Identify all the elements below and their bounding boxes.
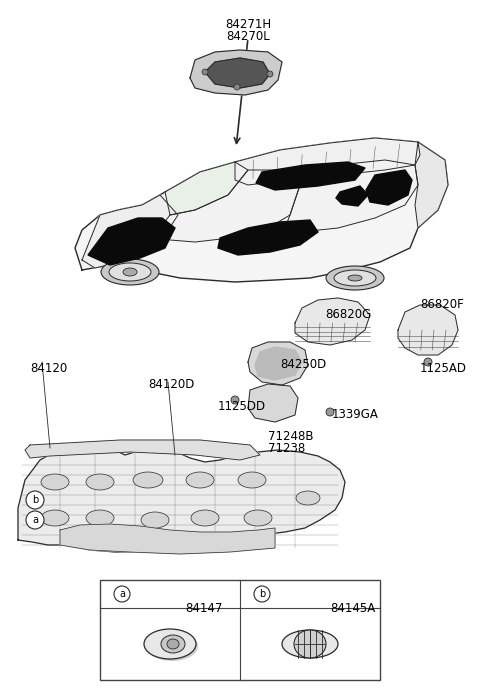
Bar [100, 580, 380, 680]
Ellipse shape [167, 639, 179, 649]
Polygon shape [248, 384, 298, 422]
Text: 71248B: 71248B [268, 430, 313, 443]
Text: 71238: 71238 [268, 442, 305, 455]
Text: b: b [32, 495, 38, 505]
Polygon shape [295, 298, 370, 345]
Polygon shape [235, 138, 420, 185]
Text: a: a [119, 589, 125, 599]
Ellipse shape [109, 263, 151, 281]
Text: 1339GA: 1339GA [332, 408, 379, 421]
Circle shape [26, 511, 44, 529]
Text: a: a [32, 515, 38, 525]
Polygon shape [218, 220, 318, 255]
Circle shape [231, 396, 239, 404]
Text: 1125DD: 1125DD [218, 400, 266, 413]
Polygon shape [18, 445, 345, 552]
Polygon shape [25, 440, 260, 460]
Ellipse shape [244, 510, 272, 526]
Circle shape [424, 358, 432, 366]
Ellipse shape [133, 472, 163, 488]
Ellipse shape [334, 270, 376, 286]
Ellipse shape [282, 630, 338, 658]
Text: 84120D: 84120D [148, 378, 194, 391]
Ellipse shape [86, 510, 114, 526]
Polygon shape [82, 195, 178, 268]
Polygon shape [205, 58, 270, 88]
Ellipse shape [161, 635, 185, 653]
Ellipse shape [238, 472, 266, 488]
Text: 86820F: 86820F [420, 298, 464, 311]
Text: b: b [259, 589, 265, 599]
Polygon shape [248, 342, 308, 385]
Polygon shape [160, 170, 300, 242]
Ellipse shape [101, 259, 159, 285]
Polygon shape [256, 162, 365, 190]
Polygon shape [285, 160, 418, 232]
Polygon shape [415, 142, 448, 228]
Ellipse shape [123, 268, 137, 276]
Ellipse shape [41, 474, 69, 490]
Circle shape [254, 586, 270, 602]
Polygon shape [60, 524, 275, 554]
Circle shape [202, 69, 208, 75]
Ellipse shape [294, 630, 326, 658]
Ellipse shape [186, 472, 214, 488]
Text: 1125AD: 1125AD [420, 362, 467, 375]
Text: 84147: 84147 [185, 603, 222, 615]
Ellipse shape [144, 629, 196, 659]
Ellipse shape [296, 491, 320, 505]
Polygon shape [75, 138, 448, 282]
Polygon shape [88, 218, 175, 265]
Circle shape [114, 586, 130, 602]
Ellipse shape [348, 275, 362, 281]
Circle shape [26, 491, 44, 509]
Text: 84145A: 84145A [330, 603, 375, 615]
Ellipse shape [86, 474, 114, 490]
Text: 84271H: 84271H [225, 18, 271, 31]
Ellipse shape [146, 631, 198, 661]
Polygon shape [190, 50, 282, 95]
Ellipse shape [41, 510, 69, 526]
Text: 84120: 84120 [30, 362, 67, 375]
Polygon shape [165, 162, 248, 215]
Polygon shape [255, 347, 302, 380]
Circle shape [267, 71, 273, 77]
Circle shape [234, 84, 240, 90]
Polygon shape [398, 305, 458, 355]
Circle shape [326, 408, 334, 416]
Polygon shape [366, 170, 412, 205]
Ellipse shape [326, 266, 384, 290]
Ellipse shape [141, 512, 169, 528]
Text: 86820G: 86820G [325, 308, 371, 321]
Polygon shape [336, 186, 368, 206]
Ellipse shape [191, 510, 219, 526]
Text: 84250D: 84250D [280, 358, 326, 371]
Text: 84270L: 84270L [226, 30, 270, 43]
